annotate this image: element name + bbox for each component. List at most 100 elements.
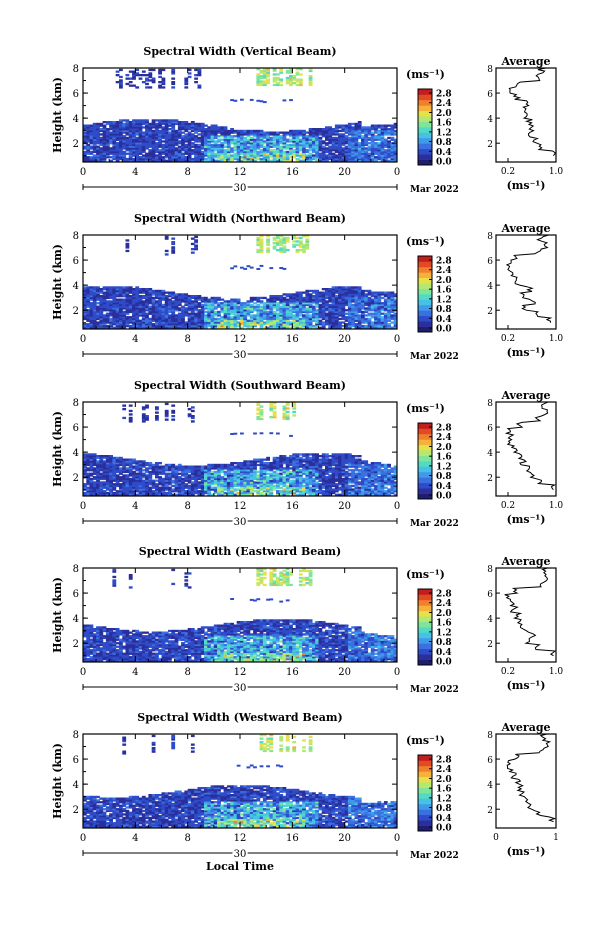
heatmap-cell — [138, 324, 143, 328]
heatmap-cell — [361, 149, 365, 152]
heatmap-cell — [135, 136, 140, 140]
heatmap-cell — [194, 156, 198, 159]
heatmap-cell — [230, 140, 234, 143]
heatmap-cell — [99, 136, 104, 140]
heatmap-cell — [83, 310, 87, 314]
heatmap-cell — [138, 460, 143, 463]
heatmap-cell — [83, 486, 87, 489]
heatmap-cell — [338, 310, 342, 314]
heatmap-cell — [161, 81, 166, 84]
heatmap-cell — [305, 296, 310, 300]
heatmap-cell — [184, 472, 189, 475]
heatmap-cell — [256, 154, 261, 157]
heatmap-cell — [164, 150, 169, 154]
heatmap-cell — [102, 472, 107, 475]
heatmap-cell — [276, 82, 280, 85]
heatmap-cell — [89, 307, 94, 310]
heatmap-cell — [325, 138, 329, 141]
heatmap-cell — [122, 152, 127, 155]
heatmap-cell — [92, 309, 97, 312]
heatmap-cell — [109, 324, 113, 328]
heatmap-cell — [181, 324, 185, 328]
heatmap-cell — [177, 298, 182, 301]
heatmap-cell — [266, 238, 270, 241]
heatmap-cell — [200, 300, 205, 303]
heatmap-cell — [161, 469, 166, 472]
heatmap-cell — [197, 150, 202, 154]
heatmap-cell — [321, 314, 326, 317]
heatmap-cell — [393, 131, 398, 134]
heatmap-cell — [328, 131, 333, 134]
heatmap-cell — [367, 138, 372, 141]
heatmap-cell — [321, 321, 326, 324]
heatmap-cell — [272, 142, 277, 145]
heatmap-cell — [148, 490, 153, 493]
heatmap-cell — [308, 133, 313, 136]
heatmap-cell — [285, 305, 290, 308]
heatmap-cell — [325, 309, 329, 312]
heatmap-cell — [115, 126, 120, 129]
heatmap-cell — [351, 133, 355, 136]
heatmap-cell — [354, 296, 359, 300]
heatmap-cell — [194, 483, 198, 486]
heatmap-cell — [204, 484, 208, 488]
colorbar-segment — [418, 294, 432, 300]
heatmap-cell — [374, 326, 378, 329]
heatmap-cell — [83, 147, 87, 150]
heatmap-cell — [197, 469, 202, 472]
heatmap-cell — [262, 154, 267, 157]
heatmap-cell — [276, 312, 280, 315]
heatmap-cell — [240, 98, 244, 101]
heatmap-cell — [302, 319, 306, 322]
heatmap-cell — [197, 323, 202, 326]
heatmap-cell — [135, 289, 140, 293]
heatmap-cell — [86, 314, 91, 317]
colorbar-segment — [418, 159, 432, 166]
heatmap-cell — [168, 291, 172, 294]
heatmap-cell — [383, 133, 388, 136]
heatmap-cell — [128, 490, 133, 493]
heatmap-cell — [181, 149, 185, 152]
heatmap-cell — [138, 138, 143, 141]
heatmap-cell — [109, 460, 113, 463]
heatmap-cell — [230, 154, 234, 157]
heatmap-cell — [383, 129, 388, 133]
heatmap-cell — [145, 131, 149, 134]
heatmap-cell — [171, 303, 176, 307]
heatmap-cell — [279, 314, 284, 317]
heatmap-cell — [99, 310, 104, 314]
heatmap-cell — [334, 323, 339, 326]
heatmap-cell — [236, 129, 241, 133]
heatmap-cell — [135, 323, 140, 326]
heatmap-cell — [325, 150, 329, 154]
heatmap-cell — [125, 470, 130, 474]
heatmap-cell — [377, 321, 382, 324]
heatmap-cell — [305, 242, 310, 245]
heatmap-cell — [86, 126, 91, 129]
heatmap-cell — [181, 474, 185, 477]
heatmap-cell — [383, 307, 388, 310]
heatmap-cell — [361, 142, 365, 145]
heatmap-cell — [128, 463, 133, 467]
heatmap-cell — [393, 147, 398, 150]
heatmap-cell — [158, 490, 162, 493]
heatmap-cell — [200, 156, 205, 159]
heatmap-cell — [194, 300, 198, 303]
heatmap-cell — [115, 323, 120, 326]
heatmap-cell — [347, 124, 352, 127]
heatmap-cell — [105, 472, 110, 475]
heatmap-cell — [151, 317, 156, 321]
heatmap-cell — [171, 133, 176, 136]
heatmap-cell — [334, 149, 339, 152]
heatmap-cell — [190, 128, 195, 131]
heatmap-cell — [119, 138, 123, 141]
heatmap-cell — [109, 142, 113, 145]
heatmap-cell — [168, 302, 172, 305]
heatmap-cell — [151, 493, 156, 496]
heatmap-cell — [351, 309, 355, 312]
heatmap-cell — [145, 152, 149, 155]
heatmap-cell — [115, 490, 120, 493]
heatmap-cell — [285, 323, 290, 326]
heatmap-cell — [86, 295, 91, 298]
heatmap-cell — [128, 309, 133, 312]
